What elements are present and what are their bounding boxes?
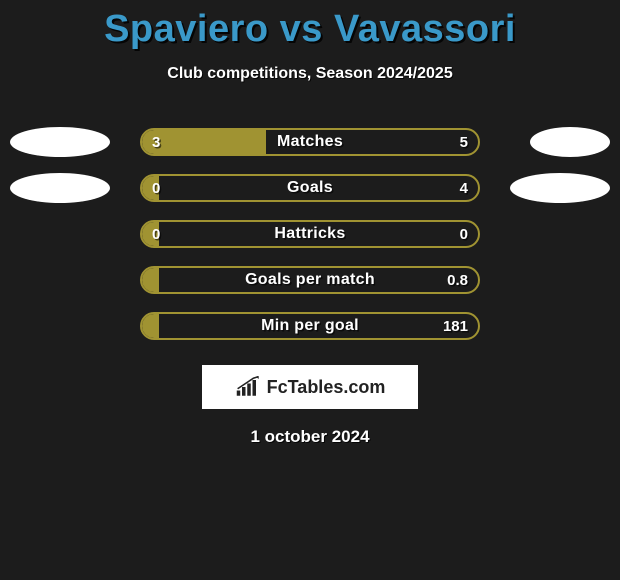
stat-bar: Goals per match0.8 [140,266,480,294]
stat-label: Hattricks [142,222,478,246]
left-ellipse [10,127,110,157]
stat-row: Hattricks0 0 [0,211,620,257]
stat-row: Goals per match0.8 [0,257,620,303]
stat-label: Min per goal [142,314,478,338]
stat-label: Matches [142,130,478,154]
comparison-title: Spaviero vs Vavassori [0,0,620,51]
stat-label: Goals per match [142,268,478,292]
chart-icon [235,376,263,398]
stat-row: Matches3 5 [0,119,620,165]
stat-bar: Goals0 4 [140,174,480,202]
left-ellipse [10,173,110,203]
right-ellipse [510,173,610,203]
stat-left-value: 3 [142,130,170,154]
stat-label: Goals [142,176,478,200]
stat-left-value: 0 [142,222,170,246]
comparison-subtitle: Club competitions, Season 2024/2025 [0,65,620,83]
stat-right-value: 4 [450,176,478,200]
stat-right-value: 5 [450,130,478,154]
stat-bar: Min per goal181 [140,312,480,340]
logo-text: FcTables.com [267,377,386,398]
stat-row: Min per goal181 [0,303,620,349]
stat-right-value: 0.8 [437,268,478,292]
stat-bar: Matches3 5 [140,128,480,156]
stat-rows: Matches35Goals04Hattricks00Goals per mat… [0,119,620,349]
stat-left-value: 0 [142,176,170,200]
right-ellipse [530,127,610,157]
source-logo: FcTables.com [202,365,418,409]
stat-row: Goals0 4 [0,165,620,211]
date-label: 1 october 2024 [0,427,620,447]
stat-right-value: 181 [433,314,478,338]
stat-bar: Hattricks0 0 [140,220,480,248]
stat-right-value: 0 [450,222,478,246]
